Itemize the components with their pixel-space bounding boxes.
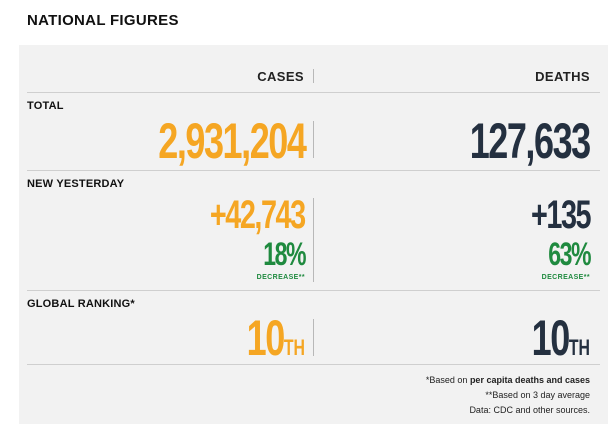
cases-rank: 10TH	[246, 310, 305, 366]
ranking-divider	[313, 319, 314, 356]
source-footnote: Data: CDC and other sources.	[469, 405, 590, 415]
deaths-change-percent: 63%	[548, 236, 591, 272]
total-cases-value: 2,931,204	[157, 113, 307, 169]
global-ranking-label: GLOBAL RANKING*	[27, 298, 135, 310]
deaths-rank: 10TH	[531, 310, 590, 366]
row-rule	[27, 170, 600, 171]
new-cases-value: +42,743	[210, 193, 306, 237]
deaths-rank-suffix: TH	[568, 335, 590, 360]
deaths-change-label: DECREASE**	[541, 274, 590, 281]
total-label: TOTAL	[27, 100, 64, 112]
row-rule	[27, 290, 600, 291]
new-yesterday-label: NEW YESTERDAY	[27, 178, 125, 190]
cases-column-header: CASES	[257, 69, 304, 84]
cases-change-percent: 18%	[263, 236, 306, 272]
three-day-footnote: **Based on 3 day average	[485, 390, 590, 400]
header-rule	[27, 92, 600, 93]
cases-change-label: DECREASE**	[256, 274, 305, 281]
total-deaths-value: 127,633	[469, 113, 591, 169]
cases-rank-suffix: TH	[283, 335, 305, 360]
row-rule	[27, 364, 600, 365]
header-divider	[313, 69, 314, 83]
new-yesterday-divider	[313, 198, 314, 282]
deaths-column-header: DEATHS	[535, 69, 590, 84]
total-divider	[313, 121, 314, 158]
page-title: NATIONAL FIGURES	[27, 12, 179, 29]
per-capita-footnote: *Based on per capita deaths and cases	[425, 375, 590, 385]
new-deaths-value: +135	[530, 193, 592, 237]
